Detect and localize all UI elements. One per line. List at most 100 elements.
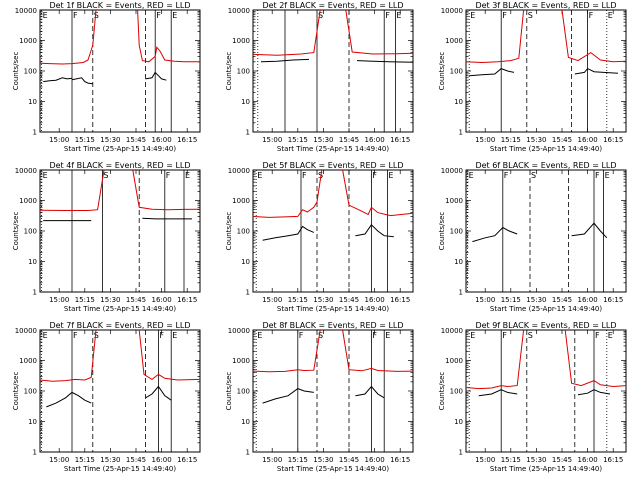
- series-events-line: [43, 77, 73, 83]
- series-lld-line: [39, 169, 105, 211]
- event-marker-label: F: [73, 11, 78, 20]
- event-marker-label: F: [73, 331, 78, 340]
- event-marker-label: E: [43, 11, 48, 20]
- y-tick-label: 1: [459, 449, 463, 457]
- series-events-line: [574, 67, 619, 75]
- x-tick-label: 16:15: [390, 136, 410, 144]
- series-events-line: [356, 60, 414, 63]
- x-tick-label: 15:00: [475, 136, 495, 144]
- x-tick-label: 15:00: [49, 296, 69, 304]
- y-tick-label: 1000: [232, 357, 250, 365]
- plot-frame: [465, 169, 627, 293]
- chart-title: Det 4f BLACK = Events, RED = LLD: [49, 161, 190, 170]
- x-tick-label: 15:45: [339, 136, 359, 144]
- chart-panel-5: Det 5f BLACK = Events, RED = LLD 1 10 100 10…: [225, 161, 414, 313]
- x-tick-label: 15:00: [262, 296, 282, 304]
- series-lld-line: [465, 329, 525, 390]
- event-marker-label: E: [172, 11, 177, 20]
- y-tick-label: 100: [237, 228, 250, 236]
- chart-panel-4: Det 4f BLACK = Events, RED = LLD 1 10 100 10…: [12, 161, 201, 313]
- x-tick-label: 15:15: [75, 296, 95, 304]
- chart-title: Det 5f BLACK = Events, RED = LLD: [262, 161, 403, 170]
- x-tick-label: 15:15: [75, 456, 95, 464]
- event-marker-label: F: [595, 171, 600, 180]
- event-marker-label: F: [299, 331, 304, 340]
- series-events-line: [71, 77, 93, 85]
- y-axis-label: Counts/sec: [438, 52, 446, 91]
- y-tick-label-top: 10000: [228, 327, 250, 335]
- x-tick-label: 16:15: [390, 456, 410, 464]
- event-marker-label: S: [94, 11, 99, 20]
- x-tick-label: 15:15: [501, 296, 521, 304]
- y-tick-label-top: 10000: [228, 167, 250, 175]
- y-tick-label: 1000: [445, 197, 463, 205]
- y-tick-label: 10: [454, 98, 463, 106]
- y-tick-label: 1000: [19, 37, 37, 45]
- series-lld-line: [132, 169, 201, 211]
- event-marker-label: F: [166, 171, 171, 180]
- x-tick-label: 15:30: [526, 456, 546, 464]
- x-tick-label: 16:15: [603, 456, 623, 464]
- event-marker-label: E: [469, 171, 474, 180]
- y-tick-label: 1000: [445, 357, 463, 365]
- x-axis-label: Start Time (25-Apr-15 14:49:40): [490, 305, 602, 313]
- x-tick-label: 16:00: [152, 456, 172, 464]
- series-events-line: [145, 385, 172, 401]
- event-marker-label: E: [257, 171, 262, 180]
- series-events-line: [355, 224, 394, 238]
- event-marker-label: F: [502, 331, 507, 340]
- event-marker-label: E: [605, 171, 610, 180]
- y-tick-label: 1000: [445, 37, 463, 45]
- event-marker-label: F: [504, 171, 509, 180]
- x-tick-label: 15:45: [339, 456, 359, 464]
- x-tick-label: 15:00: [49, 136, 69, 144]
- x-tick-label: 15:15: [288, 456, 308, 464]
- series-lld-line: [342, 329, 414, 372]
- x-tick-label: 16:15: [390, 296, 410, 304]
- y-tick-label: 10: [454, 258, 463, 266]
- chart-title: Det 6f BLACK = Events, RED = LLD: [475, 161, 616, 170]
- x-tick-label: 16:00: [152, 136, 172, 144]
- series-lld-line: [252, 9, 321, 56]
- x-axis-label: Start Time (25-Apr-15 14:49:40): [490, 145, 602, 153]
- x-tick-label: 15:45: [126, 456, 146, 464]
- series-lld-line: [564, 329, 627, 388]
- series-events-line: [262, 225, 314, 241]
- event-marker-label: F: [385, 11, 390, 20]
- x-tick-label: 15:00: [262, 136, 282, 144]
- x-tick-label: 16:00: [578, 456, 598, 464]
- event-marker-label: E: [257, 331, 262, 340]
- event-marker-label: E: [608, 11, 613, 20]
- y-tick-label: 1: [33, 449, 37, 457]
- y-axis-label: Counts/sec: [12, 52, 20, 91]
- x-tick-label: 16:00: [365, 296, 385, 304]
- y-tick-label: 1000: [232, 37, 250, 45]
- event-marker-label: E: [608, 331, 613, 340]
- x-tick-label: 16:15: [177, 456, 197, 464]
- x-tick-label: 15:00: [475, 456, 495, 464]
- series-lld-line: [138, 329, 201, 381]
- series-lld-line: [39, 329, 97, 382]
- x-tick-label: 15:45: [126, 296, 146, 304]
- x-axis-label: Start Time (25-Apr-15 14:49:40): [490, 465, 602, 473]
- chart-panel-8: Det 8f BLACK = Events, RED = LLD 1 10 100 10…: [225, 321, 414, 473]
- x-tick-label: 15:30: [526, 136, 546, 144]
- event-marker-label: S: [94, 331, 99, 340]
- x-tick-label: 16:00: [365, 136, 385, 144]
- y-axis-label: Counts/sec: [438, 372, 446, 411]
- series-events-line: [260, 58, 310, 63]
- y-tick-label: 1000: [19, 197, 37, 205]
- series-events-line: [355, 385, 385, 399]
- y-tick-label: 1000: [232, 197, 250, 205]
- x-tick-label: 15:15: [501, 136, 521, 144]
- y-tick-label-top: 10000: [441, 167, 463, 175]
- series-events-line: [478, 389, 518, 397]
- plot-frame: [465, 329, 627, 453]
- y-tick-label: 100: [237, 388, 250, 396]
- plot-frame: [252, 169, 414, 293]
- chart-panel-3: Det 3f BLACK = Events, RED = LLD 1 10 100 10…: [438, 1, 627, 153]
- series-events-line: [469, 68, 515, 77]
- plot-frame: [465, 9, 627, 133]
- event-marker-label: S: [528, 331, 533, 340]
